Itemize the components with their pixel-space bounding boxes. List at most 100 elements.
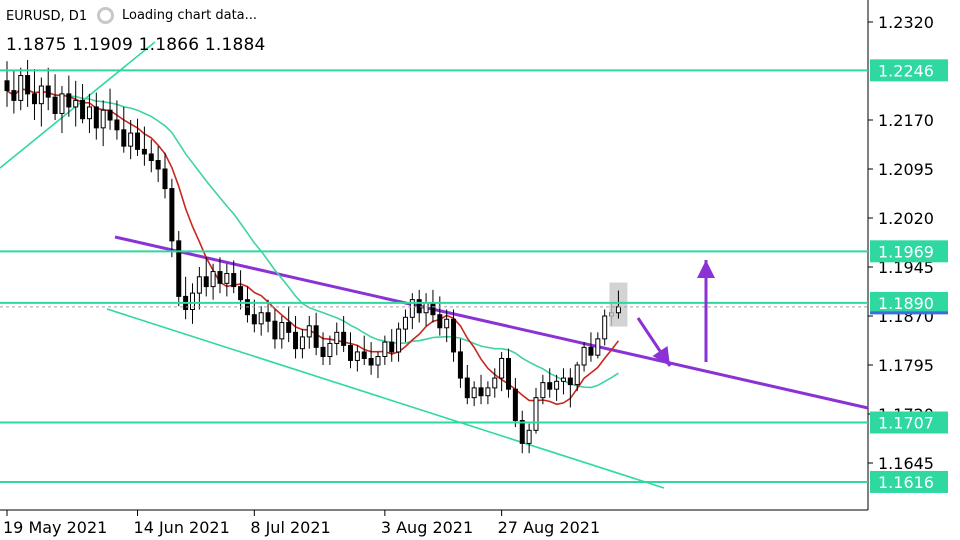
candle bbox=[396, 322, 402, 362]
candle bbox=[59, 86, 65, 134]
candle bbox=[341, 316, 347, 352]
candle-body bbox=[59, 93, 65, 114]
level-price-tag bbox=[870, 59, 948, 82]
x-tick-label: 14 Jun 2021 bbox=[134, 518, 230, 537]
y-tick-label: 1.1645 bbox=[878, 454, 934, 473]
candle bbox=[114, 100, 120, 140]
candle-body bbox=[217, 271, 223, 284]
candle bbox=[547, 368, 553, 398]
candle-body bbox=[402, 316, 408, 330]
arrow-head bbox=[652, 346, 670, 366]
candle bbox=[286, 306, 292, 343]
level-price-label: 1.1616 bbox=[878, 473, 934, 492]
candle bbox=[526, 423, 532, 454]
candle-body bbox=[444, 318, 450, 329]
candle bbox=[354, 345, 360, 372]
level-price-label: 1.1969 bbox=[878, 242, 934, 261]
candle-body bbox=[272, 320, 278, 340]
candle bbox=[609, 282, 628, 327]
candle bbox=[581, 342, 587, 372]
level-price-tag bbox=[870, 240, 948, 263]
candle bbox=[306, 316, 312, 349]
moving-average-fast bbox=[6, 88, 620, 406]
candle-body bbox=[238, 286, 244, 301]
candle-body bbox=[114, 119, 120, 131]
candle bbox=[86, 93, 92, 134]
candle bbox=[66, 75, 72, 117]
candle-body bbox=[203, 276, 209, 288]
y-tick-label: 1.1945 bbox=[878, 258, 934, 277]
candle-body bbox=[602, 315, 608, 340]
candle-body bbox=[100, 109, 106, 129]
candle-body bbox=[224, 273, 230, 284]
y-tick-label: 1.1795 bbox=[878, 356, 934, 375]
candle-body bbox=[196, 276, 202, 294]
candle bbox=[492, 368, 498, 398]
candle-body bbox=[368, 357, 374, 366]
candle-body bbox=[485, 387, 491, 397]
candle bbox=[279, 316, 285, 349]
candle-body bbox=[581, 346, 587, 366]
candle-body bbox=[512, 388, 518, 422]
purple-trendline bbox=[114, 235, 869, 410]
candle-body bbox=[382, 341, 388, 358]
candle-body bbox=[540, 382, 546, 399]
candle bbox=[148, 139, 154, 173]
y-tick-label: 1.2170 bbox=[878, 111, 934, 130]
candle bbox=[141, 126, 147, 166]
candle bbox=[602, 309, 608, 346]
arrow-head bbox=[697, 260, 715, 278]
candle-body bbox=[341, 331, 347, 346]
candle-body bbox=[526, 429, 532, 444]
candle-body bbox=[107, 109, 113, 121]
candle bbox=[210, 263, 216, 300]
loading-indicator: Loading chart data... bbox=[97, 7, 257, 24]
candle-body bbox=[567, 377, 573, 386]
candle-body bbox=[327, 342, 333, 358]
candle-body bbox=[176, 240, 182, 297]
candle bbox=[416, 289, 422, 323]
candle bbox=[128, 120, 134, 160]
candle bbox=[155, 146, 161, 183]
candle bbox=[265, 299, 271, 333]
candle bbox=[251, 299, 257, 333]
candle-body bbox=[457, 351, 463, 379]
candle-body bbox=[348, 344, 353, 361]
candle bbox=[176, 231, 182, 307]
lower-channel-line bbox=[106, 308, 665, 489]
candle-body bbox=[135, 132, 141, 150]
candle bbox=[519, 410, 525, 454]
candle-body bbox=[148, 153, 154, 162]
candle-body bbox=[533, 397, 539, 431]
level-price-label: 1.1707 bbox=[878, 413, 934, 432]
candle-body bbox=[18, 75, 24, 101]
candle bbox=[430, 289, 436, 323]
candle-body bbox=[478, 387, 484, 397]
candle-body bbox=[615, 306, 621, 314]
x-tick-label: 19 May 2021 bbox=[3, 518, 107, 537]
candle-body bbox=[547, 382, 553, 390]
candle bbox=[451, 309, 457, 362]
moving-average-slow bbox=[6, 88, 619, 389]
candle bbox=[348, 332, 353, 369]
candle bbox=[299, 329, 305, 359]
candle bbox=[80, 84, 86, 124]
candle bbox=[162, 152, 168, 199]
candle-body bbox=[121, 129, 127, 147]
candle-body bbox=[251, 314, 257, 325]
candle-body bbox=[265, 312, 271, 322]
candle bbox=[244, 286, 250, 323]
candle-body bbox=[293, 331, 299, 350]
x-tick-label: 27 Aug 2021 bbox=[498, 518, 601, 537]
candle-body bbox=[80, 99, 86, 120]
candle bbox=[231, 260, 237, 294]
candle-body bbox=[52, 96, 58, 114]
candle-body bbox=[595, 338, 601, 356]
candle bbox=[320, 332, 326, 365]
candle-body bbox=[492, 377, 498, 389]
candle-body bbox=[306, 325, 312, 338]
candle-body bbox=[451, 318, 457, 353]
level-price-tag bbox=[870, 291, 948, 314]
candle-body bbox=[506, 357, 512, 390]
